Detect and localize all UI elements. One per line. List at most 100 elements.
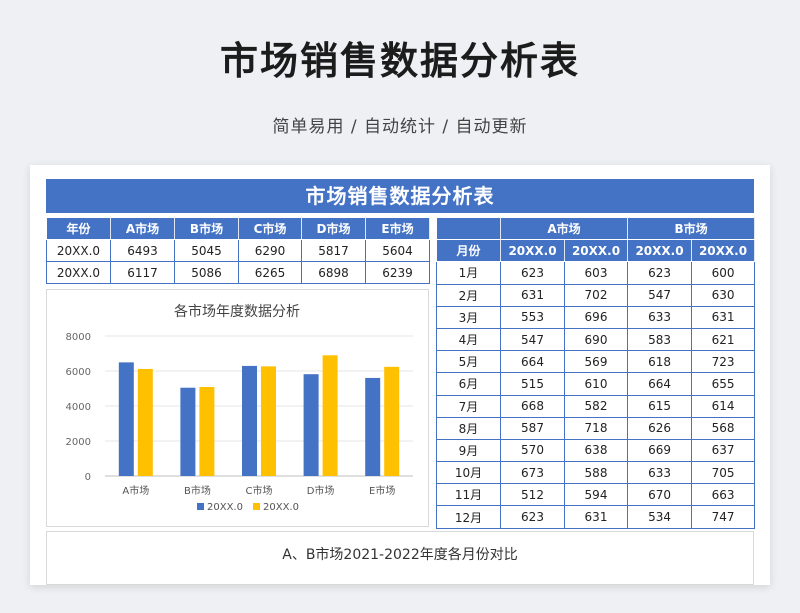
- table-cell: 582: [563, 394, 629, 418]
- table-cell: 569: [563, 350, 629, 374]
- annual-header-cell: D市场: [301, 217, 366, 240]
- annual-header-cell: E市场: [365, 217, 430, 240]
- table-cell: 723: [691, 350, 756, 374]
- table-row: 4月 547 690 583 621: [436, 327, 756, 352]
- chart-bar: [118, 362, 134, 476]
- table-cell: 5045: [174, 239, 239, 262]
- table-cell: 588: [563, 461, 629, 485]
- table-cell: 20XX.0: [46, 239, 111, 262]
- table-cell: 570: [500, 438, 565, 463]
- table-cell: 610: [563, 372, 629, 396]
- table-row: 9月 570 638 669 637: [436, 438, 756, 463]
- legend-label: 20XX.0: [263, 502, 299, 513]
- chart-x-tick-label: D市场: [307, 484, 335, 497]
- chart-y-tick-label: 6000: [66, 367, 91, 378]
- table-cell: 10月: [436, 461, 501, 485]
- table-cell: 633: [627, 305, 693, 329]
- monthly-header-cell: 20XX.0: [500, 239, 565, 263]
- table-cell: 603: [563, 261, 629, 285]
- annual-bar-chart: 各市场年度数据分析 8000 6000 4000 2000 0 A市场 B市场 C市场 D市场…: [46, 289, 429, 527]
- chart-y-tick-label: 4000: [66, 402, 91, 413]
- comparison-caption: A、B市场2021-2022年度各月份对比: [282, 547, 518, 563]
- table-cell: 664: [500, 350, 565, 374]
- chart-y-tick-label: 0: [85, 472, 91, 483]
- spreadsheet-preview: 市场销售数据分析表 年份 A市场 B市场 C市场 D市场 E市场 20XX.0 …: [30, 165, 770, 585]
- table-cell: 631: [691, 305, 756, 329]
- annual-header-cell: C市场: [238, 217, 302, 240]
- table-cell: 7月: [436, 394, 501, 418]
- table-cell: 664: [627, 372, 693, 396]
- table-row: 20XX.0 6117 5086 6265 6898 6239: [46, 261, 430, 284]
- chart-canvas: 各市场年度数据分析 8000 6000 4000 2000 0 A市场 B市场 C市场 D市场…: [66, 303, 413, 513]
- table-cell: 583: [627, 327, 693, 352]
- table-cell: 12月: [436, 505, 501, 529]
- table-cell: 1月: [436, 261, 501, 285]
- table-cell: 655: [691, 372, 756, 396]
- table-row: 5月 664 569 618 723: [436, 350, 756, 374]
- chart-x-tick-label: E市场: [369, 484, 395, 497]
- chart-bar: [199, 386, 215, 476]
- sheet-banner: 市场销售数据分析表: [46, 179, 754, 213]
- monthly-header-cell: 20XX.0: [691, 239, 756, 263]
- table-cell: 4月: [436, 327, 501, 352]
- table-row: 3月 553 696 633 631: [436, 305, 756, 329]
- chart-x-tick-label: A市场: [122, 484, 149, 497]
- page-title: 市场销售数据分析表: [219, 39, 580, 83]
- chart-bar: [137, 368, 153, 476]
- table-cell: 690: [563, 327, 629, 352]
- table-cell: 594: [563, 483, 629, 507]
- table-cell: 637: [691, 438, 756, 463]
- table-cell: 638: [563, 438, 629, 463]
- chart-bar: [384, 366, 400, 476]
- monthly-table: A市场 B市场 月份 20XX.0 20XX.0 20XX.0 20XX.0 1…: [436, 216, 756, 529]
- table-cell: 5月: [436, 350, 501, 374]
- page-subtitle: 简单易用 / 自动统计 / 自动更新: [272, 117, 528, 137]
- table-cell: 600: [691, 261, 756, 285]
- table-cell: 618: [627, 350, 693, 374]
- table-cell: 512: [500, 483, 565, 507]
- monthly-header-cell: 20XX.0: [563, 239, 629, 263]
- table-cell: 669: [627, 438, 693, 463]
- table-cell: 747: [691, 505, 756, 529]
- table-cell: 623: [627, 261, 693, 285]
- table-cell: 696: [563, 305, 629, 329]
- annual-header-cell: A市场: [110, 217, 175, 240]
- annual-header-row: 年份 A市场 B市场 C市场 D市场 E市场: [46, 217, 430, 240]
- table-cell: 623: [500, 261, 565, 285]
- table-cell: 615: [627, 394, 693, 418]
- table-cell: 630: [691, 283, 756, 307]
- chart-bar: [180, 387, 196, 476]
- table-cell: 702: [563, 283, 629, 307]
- chart-bar: [303, 374, 319, 476]
- table-row: 12月 623 631 534 747: [436, 505, 756, 529]
- monthly-group-header-a: A市场: [499, 216, 629, 241]
- table-cell: 623: [500, 505, 565, 529]
- annual-header-cell: B市场: [174, 217, 239, 240]
- table-cell: 9月: [436, 438, 501, 463]
- table-cell: 11月: [436, 483, 501, 507]
- chart-title: 各市场年度数据分析: [174, 303, 300, 320]
- comparison-caption-box: A、B市场2021-2022年度各月份对比: [46, 531, 754, 585]
- chart-bar: [261, 366, 276, 476]
- chart-bar: [242, 365, 257, 476]
- table-row: 20XX.0 6493 5045 6290 5817 5604: [46, 239, 430, 262]
- monthly-header-cell: 20XX.0: [627, 239, 693, 263]
- table-cell: 6493: [110, 239, 175, 262]
- table-cell: 631: [563, 505, 629, 529]
- table-cell: 5604: [365, 239, 430, 262]
- table-row: 8月 587 718 626 568: [436, 416, 756, 440]
- table-cell: 718: [563, 416, 629, 440]
- table-cell: 668: [500, 394, 565, 418]
- chart-y-tick-label: 2000: [66, 437, 91, 448]
- table-cell: 663: [691, 483, 756, 507]
- table-cell: 631: [500, 283, 565, 307]
- monthly-header-row: 月份 20XX.0 20XX.0 20XX.0 20XX.0: [436, 239, 756, 263]
- table-cell: 6117: [110, 261, 175, 284]
- monthly-group-header-row: A市场 B市场: [436, 216, 756, 241]
- chart-bar: [322, 355, 338, 476]
- table-cell: 6290: [238, 239, 302, 262]
- annual-header-cell: 年份: [46, 217, 111, 240]
- table-cell: 2月: [436, 283, 501, 307]
- table-cell: 621: [691, 327, 756, 352]
- legend-label: 20XX.0: [207, 502, 243, 513]
